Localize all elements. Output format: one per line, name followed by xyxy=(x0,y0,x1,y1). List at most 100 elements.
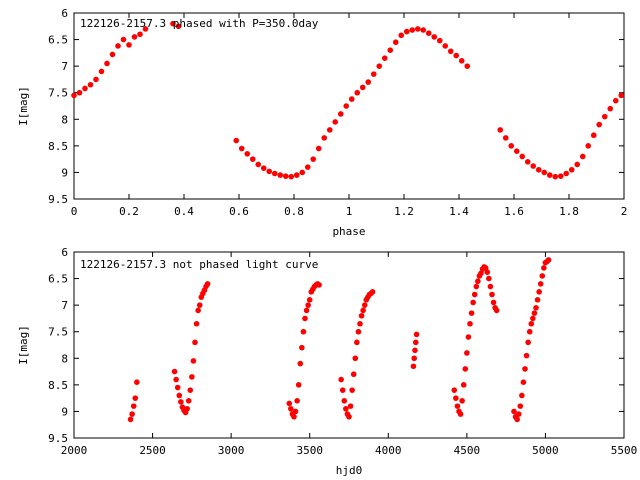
phased-y-tick-label: 8 xyxy=(61,113,68,126)
unphased-data-point xyxy=(349,387,355,393)
phased-data-point xyxy=(381,55,388,61)
unphased-data-point xyxy=(305,302,311,308)
phased-data-point xyxy=(513,148,520,154)
unphased-data-point xyxy=(176,392,183,399)
unphased-x-tick-label: 2500 xyxy=(139,444,166,457)
unphased-data-point xyxy=(519,392,525,399)
phased-data-point xyxy=(436,37,443,44)
unphased-data-point xyxy=(338,376,344,383)
unphased-data-point xyxy=(487,283,494,290)
unphased-data-point xyxy=(357,320,363,327)
unphased-data-point xyxy=(545,257,552,263)
unphased-data-point xyxy=(360,307,366,314)
phased-data-point xyxy=(343,103,350,109)
phased-data-point xyxy=(170,20,176,27)
phased-data-point xyxy=(288,173,295,180)
unphased-data-point xyxy=(536,289,542,295)
unphased-x-tick-label: 5500 xyxy=(611,444,638,457)
unphased-data-point xyxy=(354,339,360,346)
phased-data-point xyxy=(546,172,553,178)
phased-data-point xyxy=(563,170,570,177)
unphased-data-point xyxy=(297,360,304,367)
unphased-data-point xyxy=(467,320,473,327)
unphased-data-point xyxy=(185,398,192,404)
unphased-data-point xyxy=(346,413,352,420)
phased-x-tick-label: 1.6 xyxy=(504,205,524,218)
unphased-data-point xyxy=(341,398,348,404)
unphased-x-tick-label: 2000 xyxy=(61,444,88,457)
phased-data-point xyxy=(310,156,317,162)
phased-data-point xyxy=(71,92,77,99)
unphased-data-point xyxy=(531,310,538,316)
phased-data-point xyxy=(93,76,99,83)
phased-data-point xyxy=(137,31,143,38)
unphased-data-point xyxy=(537,281,544,287)
unphased-data-point xyxy=(302,315,308,322)
unphased-data-point xyxy=(522,366,528,372)
unphased-data-point xyxy=(412,339,419,346)
unphased-data-point xyxy=(482,265,489,271)
phased-data-point xyxy=(315,145,322,152)
unphased-data-point xyxy=(453,395,459,401)
unphased-data-point xyxy=(286,400,293,407)
unphased-data-point xyxy=(195,307,201,314)
phased-data-point xyxy=(326,127,333,133)
phased-data-point xyxy=(238,145,245,152)
unphased-data-point xyxy=(520,379,527,386)
phased-data-point xyxy=(557,173,564,179)
unphased-data-point xyxy=(316,282,322,288)
phased-data-point xyxy=(530,163,537,169)
phased-data-point xyxy=(568,166,575,173)
unphased-data-point xyxy=(471,291,478,298)
unphased-data-point xyxy=(339,387,346,393)
phased-data-point xyxy=(541,169,548,176)
unphased-data-point xyxy=(528,320,535,327)
phased-y-tick-label: 7 xyxy=(61,60,68,73)
phased-y-axis-label: I[mag] xyxy=(17,86,30,126)
phased-data-point xyxy=(376,63,383,69)
phased-data-point xyxy=(337,111,344,117)
unphased-y-tick-label: 9.5 xyxy=(48,432,68,445)
unphased-data-point xyxy=(134,379,140,386)
unphased-data-point xyxy=(457,411,464,417)
unphased-light-curve-panel: 2000 2500 3000 3500 4000 4500 5000 5500 6 6.5 7 7.5… xyxy=(17,246,637,477)
phased-data-point xyxy=(282,173,289,179)
phased-data-point xyxy=(109,51,116,58)
unphased-data-point xyxy=(484,269,491,275)
phased-light-curve-panel: 0 0.2 0.4 0.6 0.8 1 1.2 1.4 1.6 1.8 2 6 6.5 7 7.5 8 8.5 9… xyxy=(17,7,627,238)
phased-data-point xyxy=(348,96,355,102)
phased-data-point xyxy=(414,26,421,32)
unphased-data-point xyxy=(173,376,179,383)
unphased-y-axis-label: I[mag] xyxy=(17,325,30,365)
unphased-data-point xyxy=(526,328,533,335)
phased-data-point xyxy=(596,121,603,128)
phased-data-point xyxy=(293,172,300,178)
phased-data-point xyxy=(244,151,251,157)
unphased-data-point xyxy=(486,275,492,282)
unphased-x-tick-label: 4500 xyxy=(454,444,481,457)
phased-data-point xyxy=(266,168,273,175)
unphased-data-point xyxy=(184,405,190,412)
phased-data-point xyxy=(447,48,454,55)
unphased-data-point xyxy=(189,374,195,380)
unphased-data-points xyxy=(127,257,552,423)
phased-data-point xyxy=(249,156,256,162)
phased-data-point xyxy=(304,164,311,170)
unphased-y-tick-label: 6 xyxy=(61,246,68,259)
phased-data-point xyxy=(104,60,110,67)
unphased-y-tick-label: 8 xyxy=(61,352,68,365)
phased-x-tick-label: 1 xyxy=(346,205,353,218)
unphased-data-point xyxy=(196,302,203,308)
unphased-data-point xyxy=(454,403,461,409)
phased-data-point xyxy=(579,153,586,160)
unphased-data-point xyxy=(525,339,531,346)
phased-data-point xyxy=(354,89,361,96)
unphased-data-point xyxy=(343,405,349,412)
unphased-data-point xyxy=(514,416,520,423)
unphased-data-point xyxy=(465,334,472,340)
unphased-data-point xyxy=(358,312,365,319)
phased-data-point xyxy=(120,36,127,43)
phased-data-point xyxy=(233,137,240,144)
unphased-data-point xyxy=(306,297,313,303)
